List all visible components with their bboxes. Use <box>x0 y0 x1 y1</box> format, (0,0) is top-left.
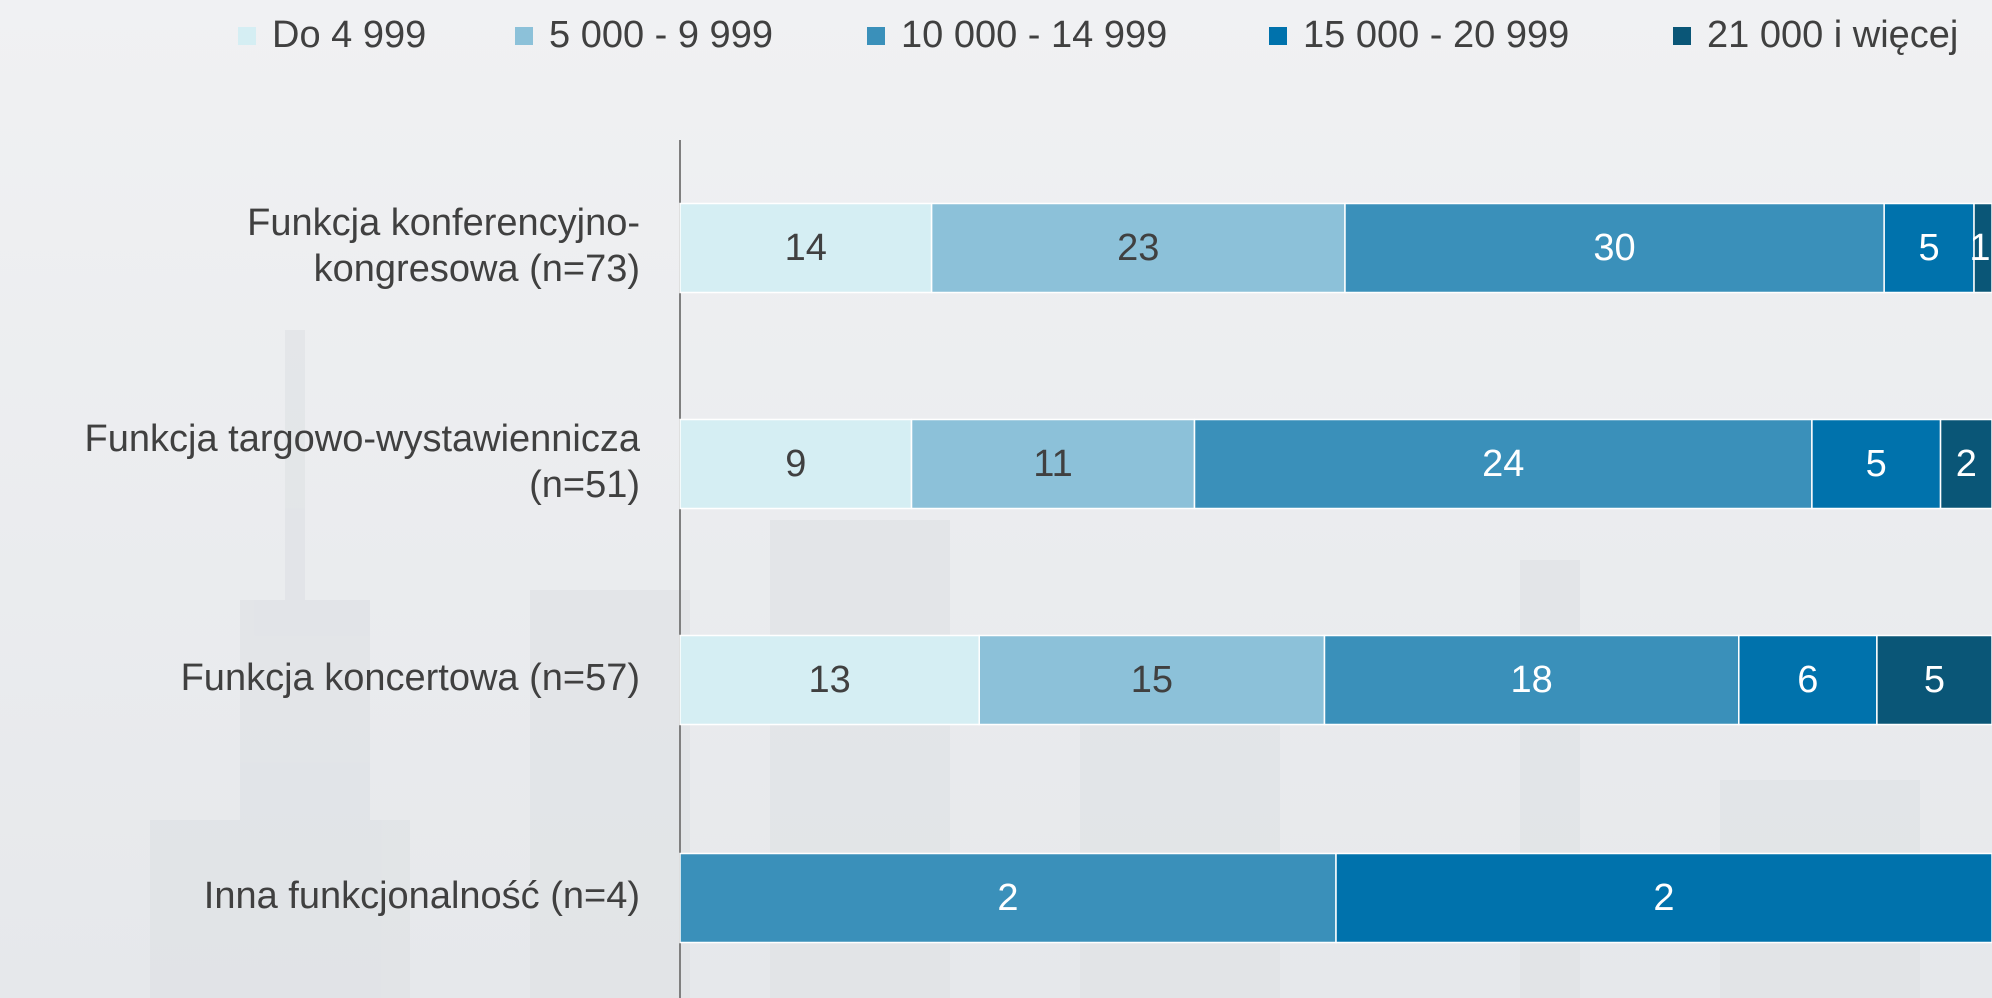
legend-swatch <box>238 27 256 45</box>
bar-segment <box>1323 634 1740 726</box>
legend-label: 15 000 - 20 999 <box>1303 14 1569 56</box>
legend-label: 10 000 - 14 999 <box>901 14 1167 56</box>
bar-segment <box>1939 418 1992 510</box>
legend-swatch <box>1673 27 1691 45</box>
legend-swatch <box>515 27 533 45</box>
bar-segment <box>1193 418 1813 510</box>
data-label: 14 <box>785 227 827 269</box>
bar-segment <box>1811 418 1942 510</box>
bar-segment <box>1738 634 1878 726</box>
data-label: 9 <box>785 443 806 485</box>
data-label: 6 <box>1797 659 1818 701</box>
data-label: 2 <box>1653 877 1674 919</box>
data-label: 18 <box>1511 659 1553 701</box>
legend-label: 5 000 - 9 999 <box>549 14 773 56</box>
data-label: 15 <box>1131 659 1173 701</box>
data-label: 5 <box>1924 659 1945 701</box>
data-label: 5 <box>1866 443 1887 485</box>
data-label: 2 <box>1956 443 1977 485</box>
legend-label: 21 000 i więcej <box>1707 14 1958 56</box>
plot-area: Do 4 999 5 000 - 9 999 10 000 - 14 999 15 0… <box>85 14 1992 944</box>
bar-segment <box>1344 202 1885 294</box>
bar-segment <box>679 418 913 510</box>
category-label: Funkcja konferencyjno-kongresowa (n=73) <box>247 202 640 290</box>
data-label: 23 <box>1117 227 1159 269</box>
data-label: 1 <box>1969 227 1990 269</box>
legend-swatch <box>1269 27 1287 45</box>
data-label: 13 <box>808 659 850 701</box>
data-label: 2 <box>997 877 1018 919</box>
bar-segment <box>679 634 980 726</box>
data-label: 5 <box>1919 227 1940 269</box>
bar-segment <box>1335 852 1992 944</box>
bar-segment <box>679 202 933 294</box>
legend-label: Do 4 999 <box>272 14 426 56</box>
category-label: Funkcja targowo-wystawiennicza (n=51) <box>85 418 641 506</box>
legend-swatch <box>867 27 885 45</box>
category-label: Funkcja koncertowa (n=57) <box>181 657 640 699</box>
bar-segment <box>1883 202 1975 294</box>
data-label: 24 <box>1482 443 1524 485</box>
data-label: 30 <box>1593 227 1635 269</box>
bar-segment <box>910 418 1196 510</box>
data-label: 11 <box>1033 443 1072 485</box>
bar-segment <box>679 852 1337 944</box>
category-label: Inna funkcjonalność (n=4) <box>204 875 640 917</box>
bar-segment <box>930 202 1346 294</box>
